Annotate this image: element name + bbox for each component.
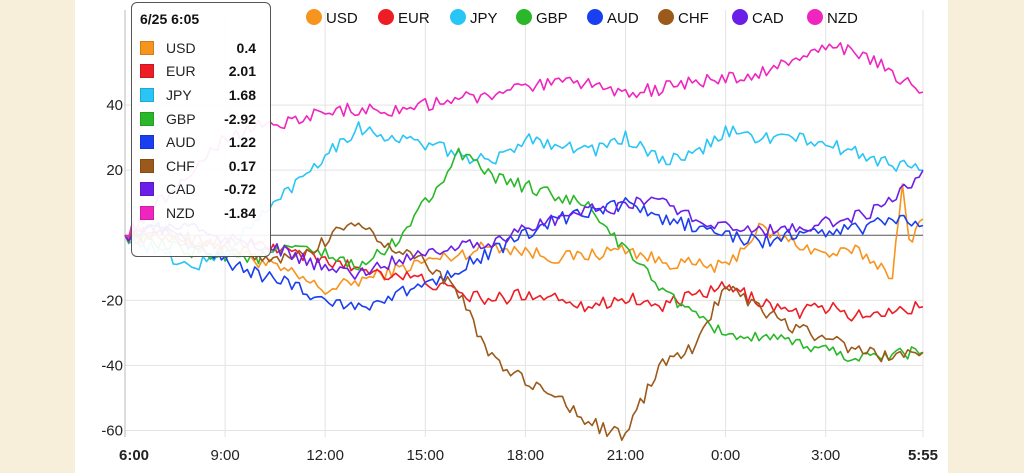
- tooltip-title: 6/25 6:05: [140, 11, 200, 27]
- tooltip-swatch: [140, 64, 154, 79]
- y-tick-label: 40: [106, 97, 123, 114]
- legend-label: NZD: [827, 10, 858, 27]
- legend-label: CHF: [678, 10, 709, 27]
- tooltip-currency: NZD: [166, 204, 195, 221]
- line-chart[interactable]: -60 -40 -20 20 40 6:00 9:00 12:00 15:00 18:00 21:…: [75, 0, 948, 473]
- y-tick-label: -40: [101, 357, 123, 374]
- tooltip-swatch: [140, 205, 154, 220]
- legend-item-nzd[interactable]: NZD: [807, 9, 858, 27]
- legend-item-eur[interactable]: EUR: [378, 9, 430, 27]
- tooltip-row: CHF 0.17: [140, 154, 262, 178]
- tooltip-swatch: [140, 40, 154, 55]
- x-tick-label: 21:00: [607, 447, 645, 464]
- y-tick-label: -60: [101, 422, 123, 439]
- legend-item-jpy[interactable]: JPY: [450, 9, 498, 27]
- legend-item-gbp[interactable]: GBP: [516, 9, 568, 27]
- legend-swatch: [807, 9, 823, 25]
- legend-swatch: [306, 9, 322, 25]
- tooltip-value: 0.4: [236, 39, 256, 56]
- legend-label: GBP: [536, 10, 568, 27]
- tooltip-row: GBP -2.92: [140, 107, 262, 131]
- tooltip-currency: EUR: [166, 63, 196, 80]
- legend-label: EUR: [398, 10, 430, 27]
- legend-item-usd[interactable]: USD: [306, 9, 358, 27]
- y-tick-label: 20: [106, 162, 123, 179]
- series-line-usd: [124, 183, 924, 295]
- legend-swatch: [450, 9, 466, 25]
- tooltip-row: NZD -1.84: [140, 201, 262, 225]
- legend-label: CAD: [752, 10, 784, 27]
- legend-swatch: [658, 9, 674, 25]
- x-tick-label: 18:00: [507, 447, 545, 464]
- legend-item-cad[interactable]: CAD: [732, 9, 784, 27]
- x-tick-label: 6:00: [119, 447, 149, 464]
- series-line-gbp: [124, 147, 924, 363]
- y-axis-labels: -60 -40 -20 20 40: [101, 97, 123, 439]
- tooltip-currency: AUD: [166, 134, 196, 151]
- tooltip-currency: GBP: [166, 110, 196, 127]
- legend-label: AUD: [607, 10, 639, 27]
- legend[interactable]: USD EUR JPY GBP AUD CHF CAD NZD: [306, 9, 858, 27]
- legend-label: USD: [326, 10, 358, 27]
- tooltip-row: AUD 1.22: [140, 130, 262, 154]
- x-axis-labels: 6:00 9:00 12:00 15:00 18:00 21:00 0:00 3:00 5:55: [119, 447, 938, 464]
- tooltip-row: EUR 2.01: [140, 60, 262, 84]
- legend-label: JPY: [470, 10, 498, 27]
- tooltip-row: JPY 1.68: [140, 83, 262, 107]
- legend-swatch: [378, 9, 394, 25]
- legend-swatch: [732, 9, 748, 25]
- x-tick-label: 12:00: [306, 447, 344, 464]
- x-tick-label: 9:00: [210, 447, 239, 464]
- tooltip-row: USD 0.4: [140, 36, 262, 60]
- tooltip-swatch: [140, 111, 154, 126]
- tooltip-value: -1.84: [224, 204, 256, 221]
- tooltip-currency: CHF: [166, 157, 195, 174]
- tooltip-currency: USD: [166, 39, 196, 56]
- tooltip-value: -0.72: [224, 181, 256, 198]
- grid: [124, 10, 924, 437]
- tooltip-swatch: [140, 135, 154, 150]
- chart-frame: -60 -40 -20 20 40 6:00 9:00 12:00 15:00 18:00 21:…: [75, 0, 948, 473]
- tooltip-rows: USD 0.4 EUR 2.01 JPY 1.68 GBP -2.92 AUD 1.22 CHF 0.…: [140, 36, 262, 225]
- legend-swatch: [516, 9, 532, 25]
- legend-item-aud[interactable]: AUD: [587, 9, 639, 27]
- x-tick-label: 5:55: [908, 447, 938, 464]
- tooltip-swatch: [140, 87, 154, 102]
- legend-swatch: [587, 9, 603, 25]
- legend-item-chf[interactable]: CHF: [658, 9, 709, 27]
- tooltip-value: 2.01: [228, 63, 256, 80]
- tooltip-value: 0.17: [228, 157, 256, 174]
- tooltip-value: 1.68: [228, 86, 256, 103]
- tooltip-swatch: [140, 158, 154, 173]
- tooltip-currency: CAD: [166, 181, 196, 198]
- x-tick-label: 15:00: [407, 447, 445, 464]
- tooltip-row: CAD -0.72: [140, 178, 262, 202]
- tooltip: 6/25 6:05 USD 0.4 EUR 2.01 JPY 1.68 GBP -2.92 AU…: [131, 2, 271, 257]
- x-tick-label: 3:00: [811, 447, 840, 464]
- y-tick-label: -20: [101, 292, 123, 309]
- tooltip-value: -2.92: [224, 110, 256, 127]
- tooltip-swatch: [140, 182, 154, 197]
- tooltip-currency: JPY: [166, 86, 192, 103]
- tooltip-value: 1.22: [228, 134, 256, 151]
- x-tick-label: 0:00: [711, 447, 740, 464]
